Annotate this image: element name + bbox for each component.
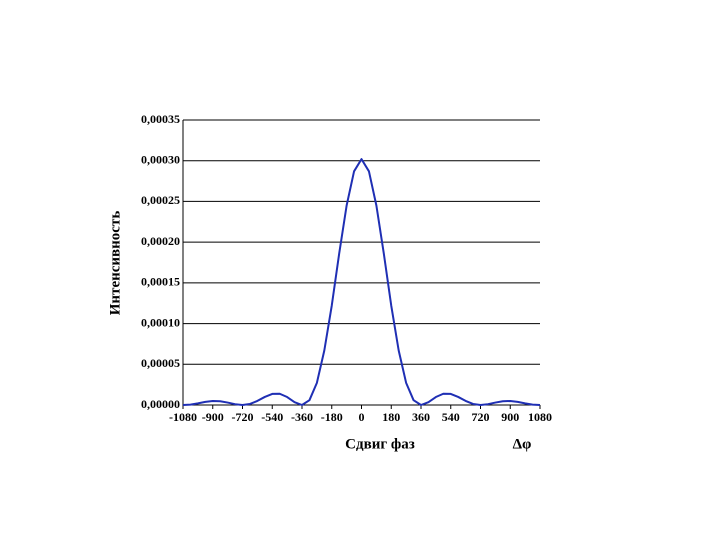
- y-tick-label: 0,00030: [141, 152, 180, 166]
- y-tick-label: 0,00025: [141, 193, 180, 207]
- x-tick-label: -360: [291, 410, 313, 424]
- x-tick-label: -540: [261, 410, 283, 424]
- y-axis-label: Интенсивность: [107, 211, 123, 316]
- data-line: [182, 158, 541, 406]
- x-annotation: Δφ: [513, 436, 532, 452]
- x-tick-label: -180: [321, 410, 343, 424]
- y-tick-label: 0,00005: [141, 356, 180, 370]
- y-tick-label: 0,00000: [141, 397, 180, 411]
- x-tick-label: 180: [382, 410, 400, 424]
- x-tick-label: 1080: [528, 410, 552, 424]
- x-tick-label: 360: [412, 410, 430, 424]
- y-tick-label: 0,00015: [141, 275, 180, 289]
- x-tick-label: 0: [359, 410, 365, 424]
- y-tick-label: 0,00020: [141, 234, 180, 248]
- x-tick-label: -900: [202, 410, 224, 424]
- x-axis-label: Сдвиг фаз: [345, 436, 415, 452]
- x-tick-label: 720: [472, 410, 490, 424]
- y-tick-label: 0,00035: [141, 112, 180, 126]
- x-tick-label: 540: [442, 410, 460, 424]
- x-tick-label: -720: [232, 410, 254, 424]
- x-tick-label: -1080: [169, 410, 197, 424]
- x-tick-label: 900: [501, 410, 519, 424]
- y-tick-label: 0,00010: [141, 315, 180, 329]
